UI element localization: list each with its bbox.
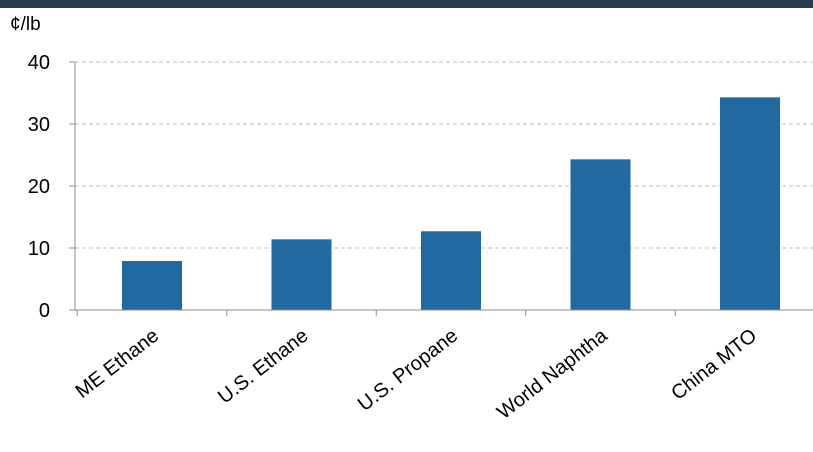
y-tick-label-10: 10 <box>28 238 50 260</box>
y-tick-label-0: 0 <box>39 300 50 322</box>
bars <box>122 97 780 310</box>
gridlines <box>75 61 813 249</box>
x-tick-label-u-s-propane: U.S. Propane <box>354 325 462 416</box>
y-tick-label-30: 30 <box>28 114 50 136</box>
bar-world-naphtha <box>570 159 631 310</box>
bar-u-s-propane <box>421 231 481 310</box>
bar-u-s-ethane <box>271 239 332 310</box>
y-tick-label-40: 40 <box>28 52 50 74</box>
header-rule <box>0 0 813 8</box>
y-tick-label-20: 20 <box>28 176 50 198</box>
x-tick-label-u-s-ethane: U.S. Ethane <box>214 325 313 409</box>
x-tick-label-china-mto: China MTO <box>667 325 761 405</box>
tick-labels: 0 10 20 30 40 ME Ethane U.S. Ethane U.S. Propan… <box>28 52 761 424</box>
axes <box>69 61 813 316</box>
bar-me-ethane <box>122 261 182 310</box>
y-unit-label: ¢/lb <box>10 14 41 35</box>
x-tick-label-me-ethane: ME Ethane <box>72 325 164 403</box>
x-tick-label-world-naphtha: World Naphtha <box>493 324 612 424</box>
bar-china-mto <box>720 97 780 310</box>
